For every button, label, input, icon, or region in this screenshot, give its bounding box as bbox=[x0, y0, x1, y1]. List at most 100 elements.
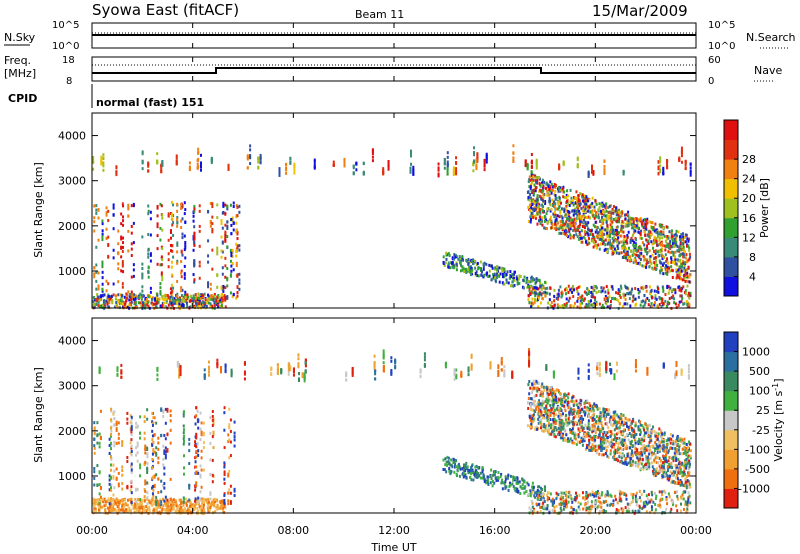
echo-point bbox=[235, 261, 238, 265]
echo-point bbox=[650, 261, 653, 265]
echo-point bbox=[499, 272, 502, 276]
echo-point bbox=[472, 261, 475, 265]
echo-point bbox=[229, 273, 232, 277]
echo-point bbox=[210, 158, 213, 162]
echo-point bbox=[156, 206, 159, 210]
echo-point bbox=[533, 183, 536, 187]
echo-point bbox=[513, 283, 516, 287]
colorbar-swatch bbox=[724, 217, 738, 238]
echo-point bbox=[216, 273, 219, 277]
echo-point bbox=[628, 291, 631, 295]
echo-point bbox=[587, 233, 590, 237]
echo-point bbox=[461, 467, 464, 471]
echo-point bbox=[124, 508, 127, 512]
echo-point bbox=[535, 203, 538, 207]
echo-point bbox=[108, 509, 111, 513]
echo-point bbox=[607, 238, 610, 242]
echo-point bbox=[160, 167, 163, 171]
echo-point bbox=[161, 216, 164, 220]
echo-point bbox=[249, 162, 252, 166]
echo-point bbox=[199, 473, 202, 477]
echo-point bbox=[148, 507, 151, 511]
echo-point bbox=[512, 144, 515, 148]
echo-point bbox=[660, 254, 663, 258]
echo-point bbox=[513, 276, 516, 280]
echo-point bbox=[224, 223, 227, 227]
echo-point bbox=[559, 201, 562, 205]
echo-point bbox=[529, 185, 532, 189]
echo-point bbox=[101, 229, 104, 233]
echo-point bbox=[621, 219, 624, 223]
echo-point bbox=[453, 257, 456, 261]
echo-point bbox=[172, 203, 175, 207]
echo-point bbox=[122, 236, 125, 240]
echo-point bbox=[198, 244, 201, 248]
echo-point bbox=[629, 258, 632, 262]
echo-point bbox=[165, 504, 168, 508]
echo-point bbox=[437, 168, 440, 172]
echo-point bbox=[617, 299, 620, 303]
echo-point bbox=[629, 249, 632, 253]
echo-point bbox=[671, 245, 674, 249]
echo-point bbox=[374, 372, 377, 376]
echo-point bbox=[129, 413, 132, 417]
echo-point bbox=[460, 374, 463, 378]
echo-point bbox=[382, 367, 385, 371]
echo-point bbox=[500, 481, 503, 485]
echo-point bbox=[662, 168, 665, 172]
echo-point bbox=[686, 237, 689, 241]
echo-point bbox=[453, 377, 456, 381]
echo-point bbox=[182, 424, 185, 428]
echo-point bbox=[163, 482, 166, 486]
echo-point bbox=[194, 422, 197, 426]
echo-point bbox=[175, 156, 178, 160]
echo-point bbox=[527, 280, 530, 284]
echo-point bbox=[159, 282, 162, 286]
echo-point bbox=[187, 506, 190, 510]
echo-point bbox=[173, 297, 176, 301]
echo-point bbox=[103, 301, 106, 305]
echo-point bbox=[382, 356, 385, 360]
echo-point bbox=[96, 421, 99, 425]
echo-point bbox=[616, 229, 619, 233]
echo-point bbox=[93, 303, 96, 307]
echo-point bbox=[582, 205, 585, 209]
echo-point bbox=[617, 291, 620, 295]
echo-point bbox=[159, 238, 162, 242]
echo-point bbox=[548, 187, 551, 191]
echo-point bbox=[120, 237, 123, 241]
echo-point bbox=[541, 178, 544, 182]
echo-point bbox=[182, 431, 185, 435]
echo-point bbox=[390, 356, 393, 360]
echo-point bbox=[285, 166, 288, 170]
echo-point bbox=[117, 501, 120, 505]
colorbar-swatch bbox=[724, 139, 738, 160]
echo-point bbox=[152, 440, 155, 444]
echo-point bbox=[447, 261, 450, 265]
echo-point bbox=[160, 170, 163, 174]
echo-point bbox=[201, 497, 204, 501]
echo-point bbox=[596, 366, 599, 370]
echo-point bbox=[141, 303, 144, 307]
echo-point bbox=[206, 505, 209, 509]
echo-point bbox=[618, 290, 621, 294]
echo-point bbox=[558, 164, 561, 168]
echo-point bbox=[646, 251, 649, 255]
echo-point bbox=[612, 239, 615, 243]
echo-point bbox=[570, 234, 573, 238]
echo-point bbox=[288, 366, 291, 370]
echo-point bbox=[228, 423, 231, 427]
echo-point bbox=[96, 299, 99, 303]
echo-point bbox=[119, 508, 122, 512]
echo-point bbox=[130, 425, 133, 429]
colorbar-tick-label: 28 bbox=[742, 153, 756, 166]
echo-point bbox=[688, 294, 691, 298]
echo-point bbox=[615, 361, 618, 365]
echo-point bbox=[216, 285, 219, 289]
echo-point bbox=[487, 274, 490, 278]
echo-point bbox=[221, 211, 224, 215]
echo-point bbox=[459, 263, 462, 267]
echo-point bbox=[500, 360, 503, 364]
echo-point bbox=[593, 284, 596, 288]
echo-point bbox=[199, 490, 202, 494]
